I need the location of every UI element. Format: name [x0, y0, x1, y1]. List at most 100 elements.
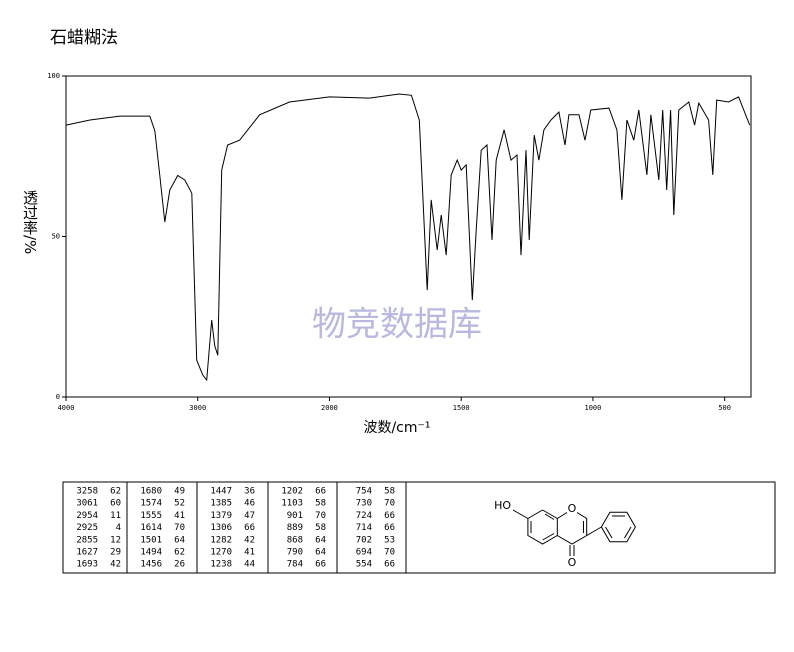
peak-transmittance: 58: [315, 499, 326, 509]
peak-wavenumber: 3061: [76, 499, 98, 509]
peak-transmittance: 36: [244, 487, 255, 497]
bond: [624, 526, 632, 539]
x-tick-label: 500: [718, 404, 731, 412]
peak-wavenumber: 1306: [210, 523, 232, 533]
peak-wavenumber: 554: [356, 560, 372, 570]
x-axis-label: 波数/cm⁻¹: [363, 420, 430, 436]
structure: HO O O: [494, 499, 636, 569]
peak-wavenumber: 2954: [76, 511, 98, 521]
plot-frame: [65, 75, 752, 398]
peak-wavenumber: 901: [287, 511, 303, 521]
peak-wavenumber: 1379: [210, 511, 232, 521]
peak-wavenumber: 694: [356, 548, 372, 558]
peak-wavenumber: 1693: [76, 560, 98, 570]
peak-transmittance: 64: [315, 535, 326, 545]
peak-transmittance: 49: [174, 487, 185, 497]
peak-transmittance: 70: [384, 548, 395, 558]
peak-wavenumber: 2925: [76, 523, 98, 533]
peak-wavenumber: 1555: [140, 511, 162, 521]
peak-wavenumber: 754: [356, 487, 372, 497]
peak-wavenumber: 1680: [140, 487, 162, 497]
peak-wavenumber: 1574: [140, 499, 162, 509]
phenyl-ring: [600, 511, 636, 543]
peak-transmittance: 42: [110, 560, 121, 570]
peak-wavenumber: 2855: [76, 535, 98, 545]
peak-wavenumber: 3258: [76, 487, 98, 497]
peak-wavenumber: 724: [356, 511, 372, 521]
atom-label: O: [568, 556, 577, 569]
peak-transmittance: 12: [110, 535, 121, 545]
peak-wavenumber: 1202: [281, 487, 303, 497]
atom-label: HO: [494, 499, 511, 512]
peak-transmittance: 66: [315, 487, 326, 497]
bond: [512, 509, 529, 519]
peak-table: 3258 62 3061 60 2954 11 2925 4 2855 12 1627 29 1693 4…: [62, 481, 776, 574]
peak-wavenumber: 790: [287, 548, 303, 558]
bond: [557, 512, 588, 545]
x-tick-label: 4000: [58, 404, 75, 412]
peak-transmittance: 62: [174, 548, 185, 558]
peak-transmittance: 41: [244, 548, 255, 558]
peak-transmittance: 66: [384, 523, 395, 533]
peak-wavenumber: 702: [356, 535, 372, 545]
peak-wavenumber: 889: [287, 523, 303, 533]
bond: [544, 513, 555, 520]
y-axis-label: 透过率/%: [21, 190, 39, 254]
peak-transmittance: 47: [244, 511, 255, 521]
peak-wavenumber: 1282: [210, 535, 232, 545]
peak-wavenumber: 868: [287, 535, 303, 545]
peak-transmittance: 58: [315, 523, 326, 533]
peak-transmittance: 46: [244, 499, 255, 509]
bond: [527, 509, 558, 545]
y-tick-label: 100: [47, 72, 60, 80]
x-tick-label: 1500: [453, 404, 470, 412]
peak-transmittance: 42: [244, 535, 255, 545]
peak-transmittance: 4: [116, 523, 121, 533]
peak-wavenumber: 1447: [210, 487, 232, 497]
peak-wavenumber: 1456: [140, 560, 162, 570]
peak-transmittance: 26: [174, 560, 185, 570]
peak-transmittance: 66: [384, 511, 395, 521]
peak-wavenumber: 784: [287, 560, 303, 570]
peak-transmittance: 66: [244, 523, 255, 533]
peak-transmittance: 64: [174, 535, 185, 545]
table-frame: [62, 481, 776, 574]
peak-transmittance: 41: [174, 511, 185, 521]
watermark: 物竞数据库: [312, 305, 482, 345]
bond: [586, 526, 602, 536]
y-tick-label: 0: [56, 393, 60, 401]
peak-transmittance: 64: [315, 548, 326, 558]
peak-transmittance: 29: [110, 548, 121, 558]
peak-wavenumber: 730: [356, 499, 372, 509]
peak-transmittance: 62: [110, 487, 121, 497]
bond: [605, 526, 613, 539]
x-tick-label: 1000: [584, 404, 601, 412]
chart-title: 石蜡糊法: [50, 28, 118, 48]
peak-wavenumber: 1270: [210, 548, 232, 558]
peak-wavenumber: 1627: [76, 548, 98, 558]
peak-transmittance: 44: [244, 560, 255, 570]
peak-transmittance: 60: [110, 499, 121, 509]
peak-transmittance: 66: [384, 560, 395, 570]
bond: [557, 512, 568, 519]
peak-wavenumber: 1494: [140, 548, 162, 558]
peak-wavenumber: 1385: [210, 499, 232, 509]
peak-transmittance: 66: [315, 560, 326, 570]
peak-transmittance: 52: [174, 499, 185, 509]
peak-transmittance: 58: [384, 487, 395, 497]
peak-transmittance: 70: [315, 511, 326, 521]
peak-transmittance: 11: [110, 511, 121, 521]
bond: [542, 533, 555, 541]
y-tick-label: 50: [52, 233, 60, 241]
peak-transmittance: 53: [384, 535, 395, 545]
x-tick-label: 3000: [189, 404, 206, 412]
peak-wavenumber: 1614: [140, 523, 162, 533]
x-tick-label: 2000: [321, 404, 338, 412]
peak-wavenumber: 1238: [210, 560, 232, 570]
peak-transmittance: 70: [174, 523, 185, 533]
peak-wavenumber: 1103: [281, 499, 303, 509]
peak-wavenumber: 1501: [140, 535, 162, 545]
spectrum-line: [65, 93, 751, 382]
peak-wavenumber: 714: [356, 523, 372, 533]
